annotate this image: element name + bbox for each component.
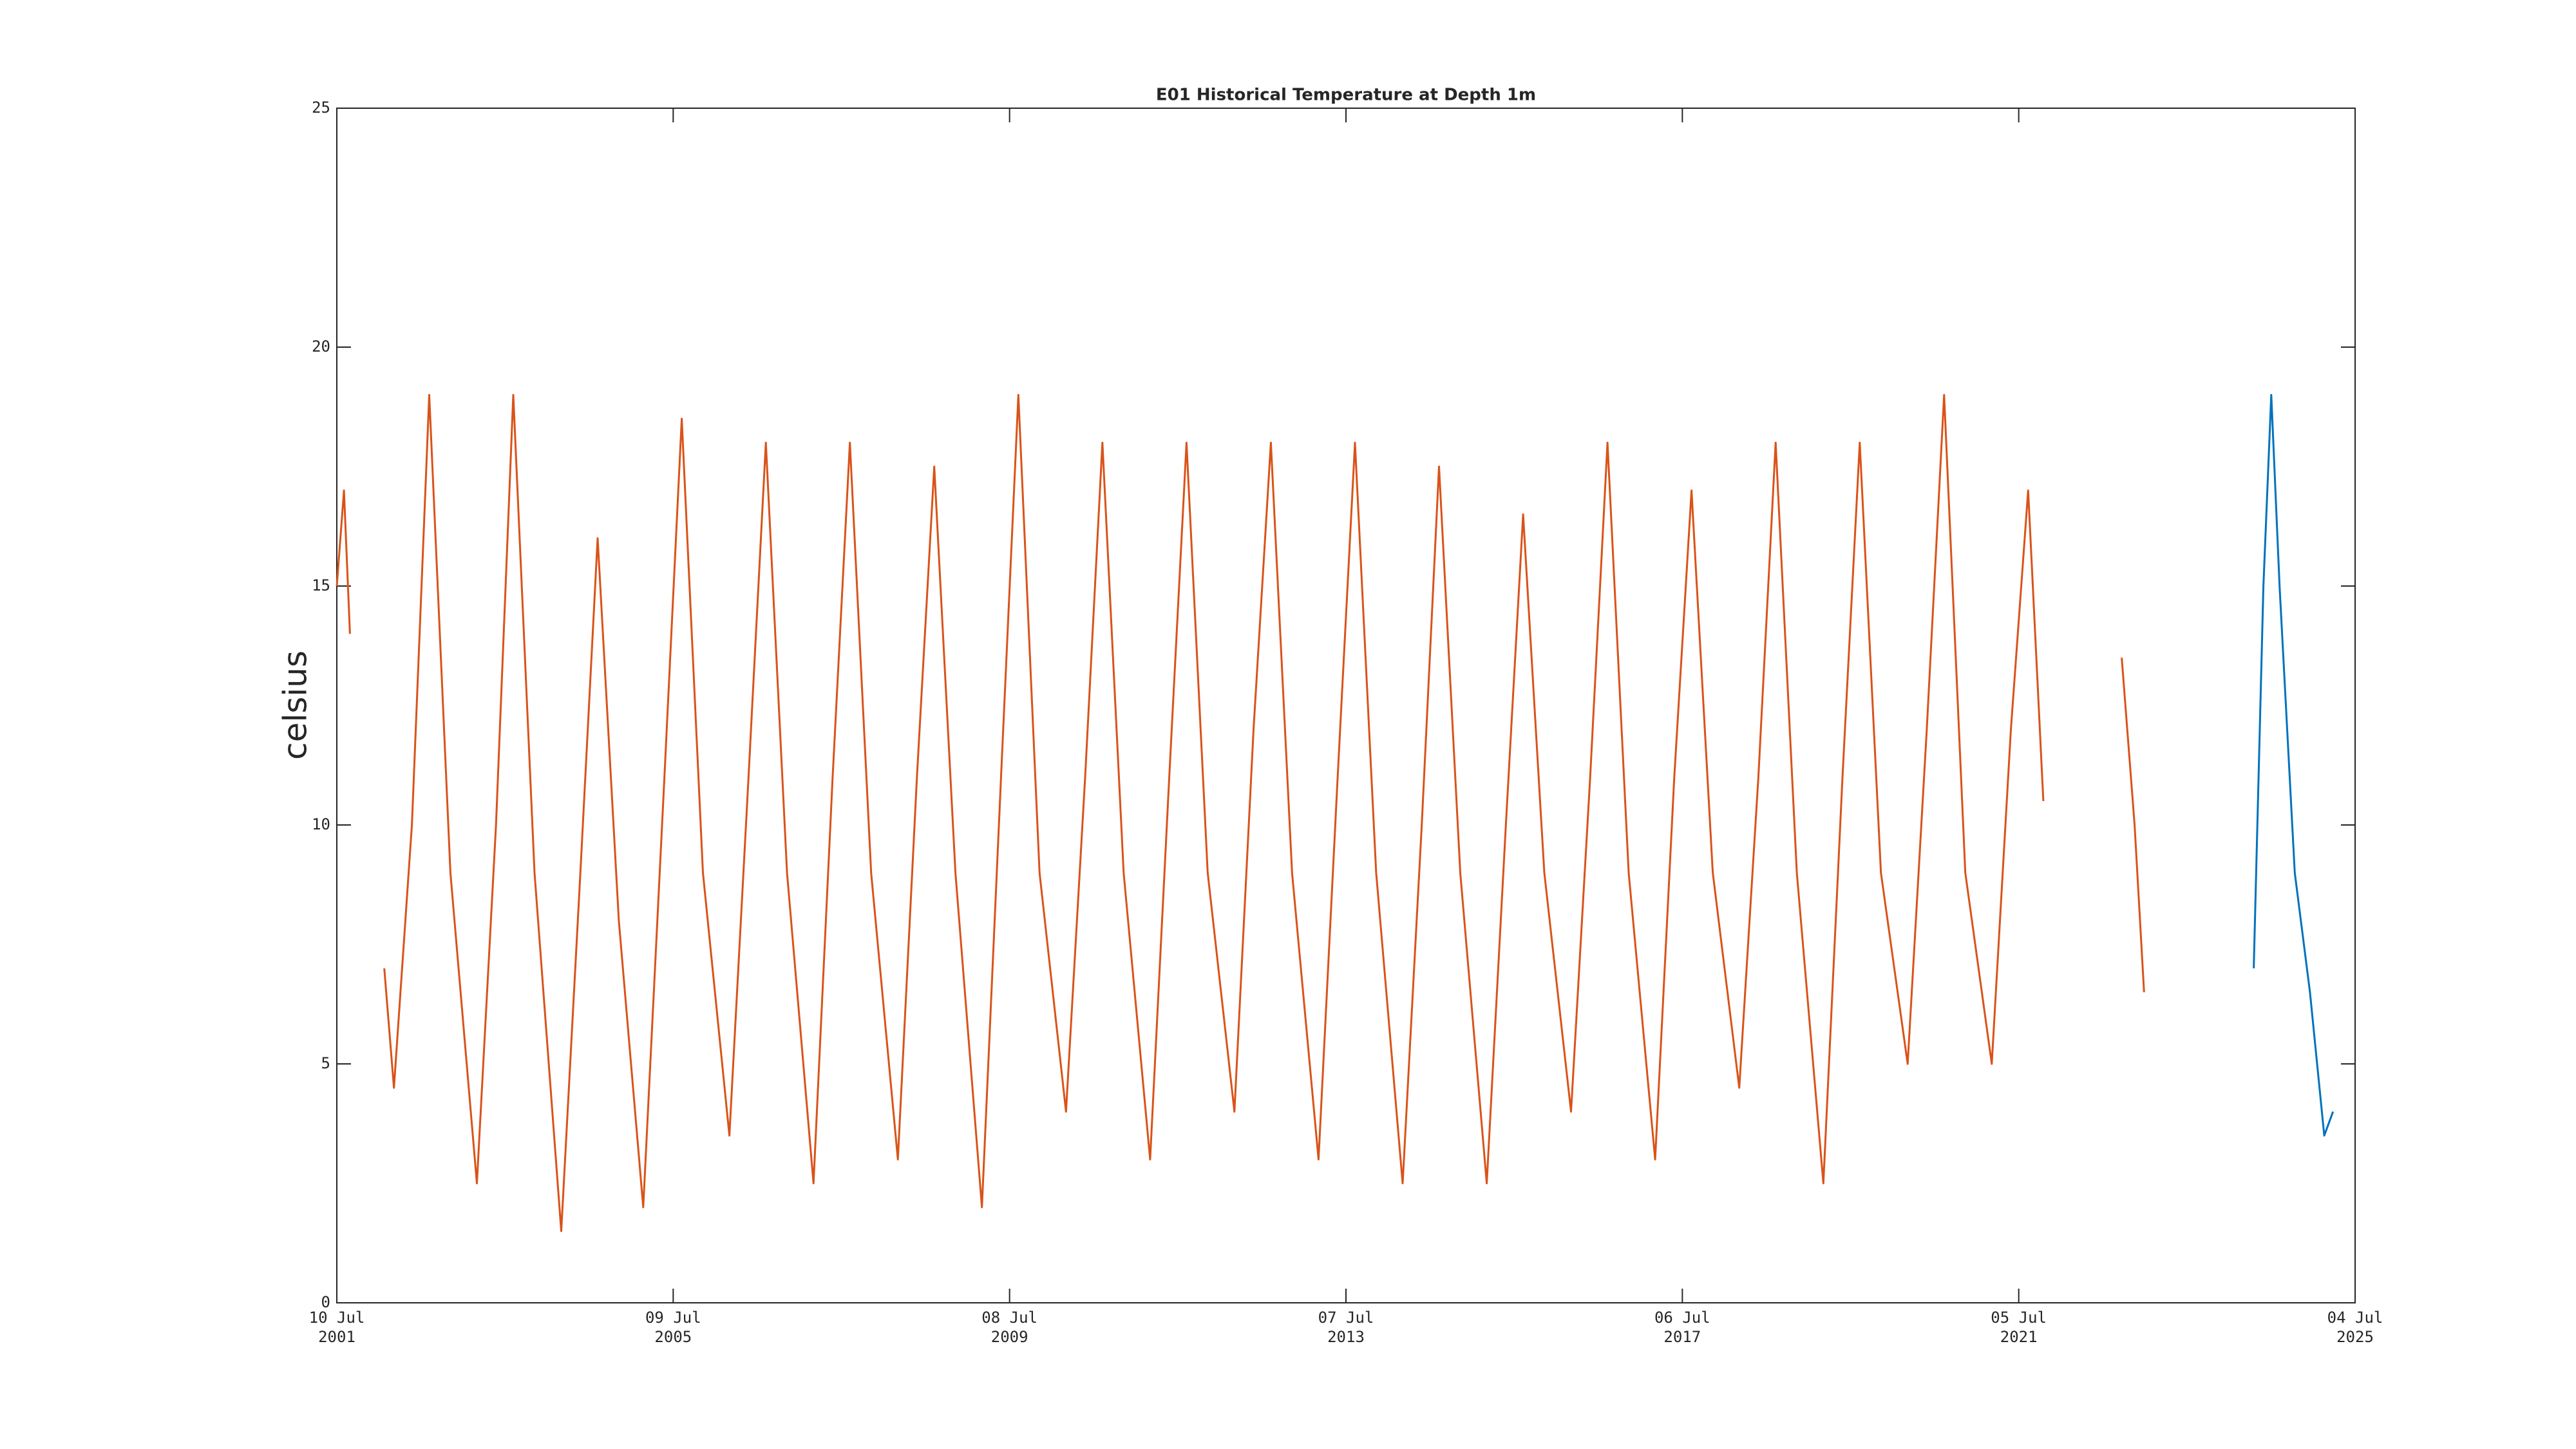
line-series [336, 393, 2145, 1233]
y-axis-label: celsius [277, 650, 314, 760]
y-tick-label: 0 [321, 1293, 330, 1311]
y-tick-label: 25 [312, 99, 330, 117]
x-tick-label: 09 Jul 2005 [645, 1309, 701, 1346]
y-tick-label: 10 [312, 815, 330, 833]
x-tick-label: 05 Jul 2021 [1991, 1309, 2047, 1346]
x-tick-label: 10 Jul 2001 [308, 1309, 365, 1346]
y-tick-label: 20 [312, 337, 330, 355]
line-series [2253, 393, 2334, 1137]
x-tick-label: 08 Jul 2009 [981, 1309, 1037, 1346]
x-tick-label: 04 Jul 2025 [2327, 1309, 2383, 1346]
x-tick-label: 06 Jul 2017 [1654, 1309, 1710, 1346]
plot-box [336, 108, 2356, 1303]
x-tick-label: 07 Jul 2013 [1318, 1309, 1374, 1346]
chart-title: E01 Historical Temperature at Depth 1m [1156, 86, 1536, 105]
y-tick-label: 5 [321, 1054, 330, 1072]
y-tick-label: 15 [312, 576, 330, 594]
